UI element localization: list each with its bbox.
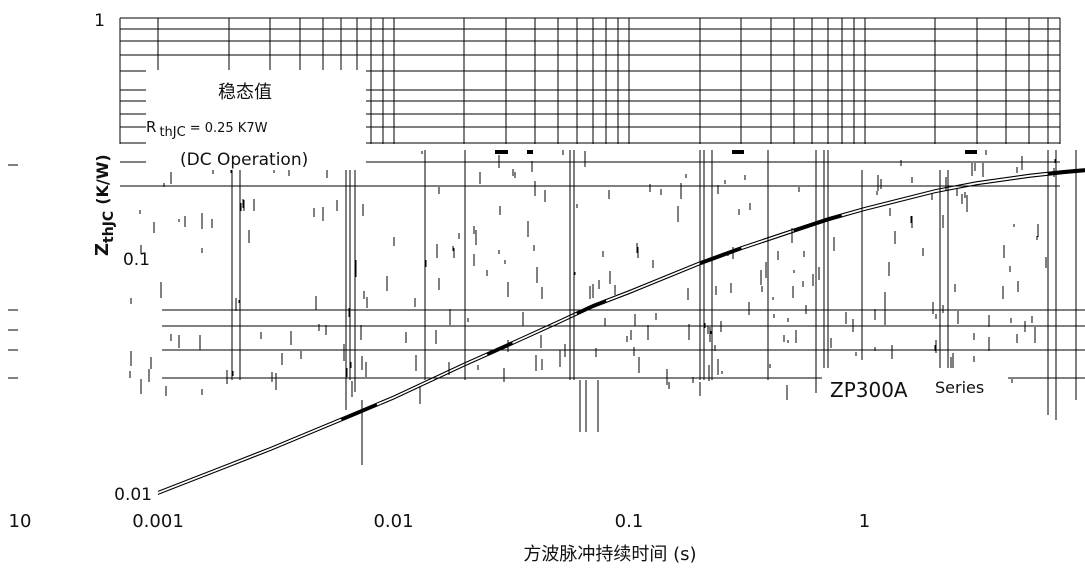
annotation-rth-prefix: R — [146, 118, 156, 136]
y-tick-label: 0.01 — [114, 485, 152, 505]
x-axis-label: 方波脉冲持续时间 (s) — [523, 544, 696, 565]
x-tick-label: 0.01 — [373, 511, 413, 532]
x-tick-label: 0.1 — [615, 511, 644, 532]
annotation-line3: (DC Operation) — [180, 150, 308, 170]
y-axis-label-main: Z — [92, 243, 113, 256]
series-curve-bold-segment — [1047, 168, 1085, 176]
series-curve-bold-segment — [576, 299, 607, 316]
y-tick-label: 1 — [94, 11, 105, 31]
x-tick-label: 10 — [9, 511, 32, 532]
artifact-mark — [732, 150, 744, 154]
artifact-mark — [527, 150, 533, 154]
y-axis-label-tail: (K/W) — [93, 154, 112, 205]
series-curve-bold-segment — [699, 246, 742, 265]
annotation-box — [146, 70, 366, 170]
annotation-rth-sub: thJC — [159, 125, 185, 140]
series-curve-bold-segment — [793, 213, 843, 233]
annotation-line1: 稳态值 — [218, 82, 272, 103]
y-axis-label: ZthJC (K/W) — [92, 154, 117, 256]
series-curve-outline-b — [157, 171, 1085, 495]
series-curve-bold-segment — [486, 341, 514, 356]
y-tick-labels: 0.01 0.1 1 — [94, 11, 152, 505]
y-axis-label-sub: thJC — [101, 211, 117, 243]
series-curve-bold-segment — [340, 402, 378, 422]
x-tick-labels: 0.001 0.01 0.1 1 10 — [9, 511, 871, 532]
y-tick-label: 0.1 — [123, 250, 150, 270]
annotation-rth-value: = 0.25 K7W — [190, 121, 268, 136]
series-label-tail: Series — [935, 378, 984, 397]
artifact-mark — [495, 150, 508, 154]
series-curve-outline-a — [157, 168, 1085, 492]
x-tick-label: 0.001 — [132, 511, 184, 532]
scan-artifacts — [8, 150, 1057, 404]
series-label-main: ZP300A — [830, 378, 908, 402]
x-tick-label: 1 — [859, 511, 870, 532]
series-label-box — [822, 368, 1008, 400]
artifact-mark — [965, 150, 977, 154]
